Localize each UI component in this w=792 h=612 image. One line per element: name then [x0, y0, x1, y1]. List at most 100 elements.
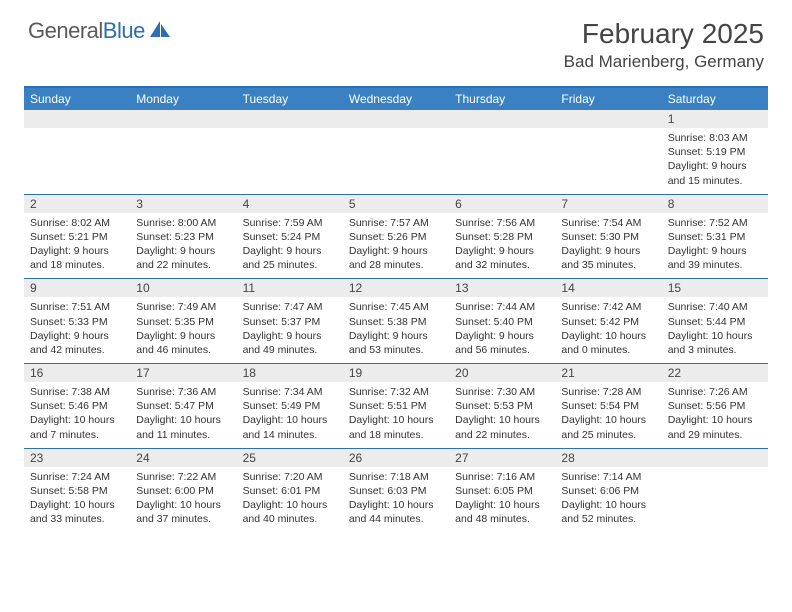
day-number: [130, 110, 236, 128]
day-cell: 18Sunrise: 7:34 AMSunset: 5:49 PMDayligh…: [237, 364, 343, 448]
daylight: Daylight: 10 hours and 33 minutes.: [30, 498, 124, 526]
daylight: Daylight: 9 hours and 35 minutes.: [561, 244, 655, 272]
sunrise: Sunrise: 7:54 AM: [561, 216, 655, 230]
day-header: Thursday: [449, 88, 555, 110]
sunset: Sunset: 5:26 PM: [349, 230, 443, 244]
daylight: Daylight: 9 hours and 15 minutes.: [668, 159, 762, 187]
sunrise: Sunrise: 7:32 AM: [349, 385, 443, 399]
day-cell: 21Sunrise: 7:28 AMSunset: 5:54 PMDayligh…: [555, 364, 661, 448]
week-row: 9Sunrise: 7:51 AMSunset: 5:33 PMDaylight…: [24, 278, 768, 363]
day-cell: 3Sunrise: 8:00 AMSunset: 5:23 PMDaylight…: [130, 195, 236, 279]
day-info: Sunrise: 7:34 AMSunset: 5:49 PMDaylight:…: [237, 382, 343, 442]
day-number: 8: [662, 195, 768, 213]
day-header: Sunday: [24, 88, 130, 110]
sunset: Sunset: 5:46 PM: [30, 399, 124, 413]
sunset: Sunset: 5:35 PM: [136, 315, 230, 329]
day-info: Sunrise: 7:45 AMSunset: 5:38 PMDaylight:…: [343, 297, 449, 357]
title-block: February 2025 Bad Marienberg, Germany: [564, 18, 764, 72]
day-cell: 23Sunrise: 7:24 AMSunset: 5:58 PMDayligh…: [24, 449, 130, 533]
day-info: Sunrise: 7:49 AMSunset: 5:35 PMDaylight:…: [130, 297, 236, 357]
sunrise: Sunrise: 7:52 AM: [668, 216, 762, 230]
sunrise: Sunrise: 7:16 AM: [455, 470, 549, 484]
daylight: Daylight: 10 hours and 40 minutes.: [243, 498, 337, 526]
day-cell: 25Sunrise: 7:20 AMSunset: 6:01 PMDayligh…: [237, 449, 343, 533]
day-cell: 12Sunrise: 7:45 AMSunset: 5:38 PMDayligh…: [343, 279, 449, 363]
daylight: Daylight: 10 hours and 48 minutes.: [455, 498, 549, 526]
month-title: February 2025: [564, 18, 764, 50]
day-cell: [662, 449, 768, 533]
sunrise: Sunrise: 7:20 AM: [243, 470, 337, 484]
sunset: Sunset: 5:42 PM: [561, 315, 655, 329]
daylight: Daylight: 10 hours and 3 minutes.: [668, 329, 762, 357]
sunrise: Sunrise: 7:36 AM: [136, 385, 230, 399]
logo-text-blue: Blue: [103, 18, 145, 43]
day-number: 1: [662, 110, 768, 128]
day-number: 14: [555, 279, 661, 297]
daylight: Daylight: 10 hours and 18 minutes.: [349, 413, 443, 441]
daylight: Daylight: 10 hours and 52 minutes.: [561, 498, 655, 526]
day-info: Sunrise: 7:32 AMSunset: 5:51 PMDaylight:…: [343, 382, 449, 442]
day-info: Sunrise: 7:24 AMSunset: 5:58 PMDaylight:…: [24, 467, 130, 527]
daylight: Daylight: 10 hours and 7 minutes.: [30, 413, 124, 441]
day-cell: 27Sunrise: 7:16 AMSunset: 6:05 PMDayligh…: [449, 449, 555, 533]
day-number: 13: [449, 279, 555, 297]
sunrise: Sunrise: 7:59 AM: [243, 216, 337, 230]
day-header: Monday: [130, 88, 236, 110]
day-number: 9: [24, 279, 130, 297]
calendar: Sunday Monday Tuesday Wednesday Thursday…: [24, 86, 768, 532]
sunrise: Sunrise: 7:42 AM: [561, 300, 655, 314]
sunrise: Sunrise: 8:02 AM: [30, 216, 124, 230]
sunrise: Sunrise: 8:03 AM: [668, 131, 762, 145]
day-cell: 16 Sunrise: 7:38 AMSunset: 5:46 PMDayligh…: [24, 364, 130, 448]
day-number: [24, 110, 130, 128]
day-info: Sunrise: 7:36 AMSunset: 5:47 PMDaylight:…: [130, 382, 236, 442]
day-number: 11: [237, 279, 343, 297]
header: GeneralBlue February 2025 Bad Marienberg…: [0, 0, 792, 80]
daylight: Daylight: 10 hours and 0 minutes.: [561, 329, 655, 357]
day-number: 10: [130, 279, 236, 297]
day-number: [449, 110, 555, 128]
day-info: Sunrise: 7:56 AMSunset: 5:28 PMDaylight:…: [449, 213, 555, 273]
week-row: 23Sunrise: 7:24 AMSunset: 5:58 PMDayligh…: [24, 448, 768, 533]
sunrise: Sunrise: 7:38 AM: [30, 385, 124, 399]
sunset: Sunset: 6:00 PM: [136, 484, 230, 498]
day-info: Sunrise: 7:30 AMSunset: 5:53 PMDaylight:…: [449, 382, 555, 442]
daylight: Daylight: 9 hours and 49 minutes.: [243, 329, 337, 357]
day-number: 16: [24, 364, 130, 382]
daylight: Daylight: 9 hours and 42 minutes.: [30, 329, 124, 357]
day-header-row: Sunday Monday Tuesday Wednesday Thursday…: [24, 88, 768, 110]
daylight: Daylight: 9 hours and 39 minutes.: [668, 244, 762, 272]
daylight: Daylight: 9 hours and 53 minutes.: [349, 329, 443, 357]
sunrise: Sunrise: 7:24 AM: [30, 470, 124, 484]
weeks-container: 1Sunrise: 8:03 AMSunset: 5:19 PMDaylight…: [24, 110, 768, 532]
sunset: Sunset: 5:21 PM: [30, 230, 124, 244]
day-cell: 8 Sunrise: 7:52 AMSunset: 5:31 PMDaylight…: [662, 195, 768, 279]
sunset: Sunset: 5:58 PM: [30, 484, 124, 498]
day-number: [662, 449, 768, 467]
sunset: Sunset: 5:54 PM: [561, 399, 655, 413]
day-number: [343, 110, 449, 128]
day-info: Sunrise: 7:51 AMSunset: 5:33 PMDaylight:…: [24, 297, 130, 357]
day-info: Sunrise: 7:22 AMSunset: 6:00 PMDaylight:…: [130, 467, 236, 527]
day-cell: 20Sunrise: 7:30 AMSunset: 5:53 PMDayligh…: [449, 364, 555, 448]
day-number: 15: [662, 279, 768, 297]
sunset: Sunset: 5:40 PM: [455, 315, 549, 329]
sunset: Sunset: 5:19 PM: [668, 145, 762, 159]
sunset: Sunset: 5:31 PM: [668, 230, 762, 244]
day-number: 26: [343, 449, 449, 467]
daylight: Daylight: 10 hours and 37 minutes.: [136, 498, 230, 526]
sunrise: Sunrise: 7:45 AM: [349, 300, 443, 314]
day-header: Friday: [555, 88, 661, 110]
day-cell: [24, 110, 130, 194]
day-info: Sunrise: 7:16 AMSunset: 6:05 PMDaylight:…: [449, 467, 555, 527]
day-cell: 15Sunrise: 7:40 AMSunset: 5:44 PMDayligh…: [662, 279, 768, 363]
day-cell: 28Sunrise: 7:14 AMSunset: 6:06 PMDayligh…: [555, 449, 661, 533]
sunrise: Sunrise: 7:56 AM: [455, 216, 549, 230]
sunrise: Sunrise: 7:18 AM: [349, 470, 443, 484]
day-cell: 1 Sunrise: 8:03 AMSunset: 5:19 PMDaylight…: [662, 110, 768, 194]
logo: GeneralBlue: [28, 18, 172, 44]
week-row: 2Sunrise: 8:02 AMSunset: 5:21 PMDaylight…: [24, 194, 768, 279]
sail-icon: [148, 19, 172, 44]
sunset: Sunset: 5:51 PM: [349, 399, 443, 413]
day-number: 22: [662, 364, 768, 382]
